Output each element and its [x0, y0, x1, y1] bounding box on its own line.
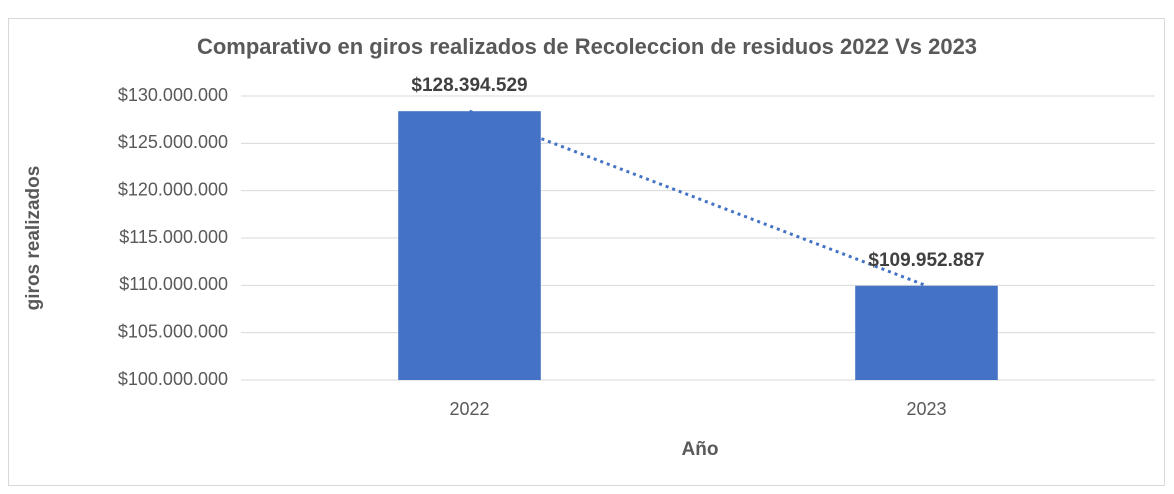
data-label: $128.394.529 [411, 75, 527, 96]
y-tick-label: $115.000.000 [119, 227, 228, 247]
chart-title: Comparativo en giros realizados de Recol… [197, 34, 977, 59]
trendline [468, 109, 928, 288]
bar [855, 285, 998, 380]
y-tick-label: $130.000.000 [118, 85, 228, 105]
y-tick-label: $125.000.000 [118, 132, 228, 152]
y-axis-label: giros realizados [23, 166, 44, 311]
data-label: $109.952.887 [868, 250, 984, 271]
y-tick-label: $105.000.000 [118, 321, 228, 341]
bar [398, 111, 541, 380]
y-tick-label: $110.000.000 [119, 274, 228, 294]
y-tick-label: $120.000.000 [118, 179, 228, 199]
x-tick-label: 2023 [906, 399, 946, 419]
x-axis-label: Año [682, 439, 719, 460]
y-tick-label: $100.000.000 [118, 369, 228, 389]
x-tick-label: 2022 [449, 399, 489, 419]
